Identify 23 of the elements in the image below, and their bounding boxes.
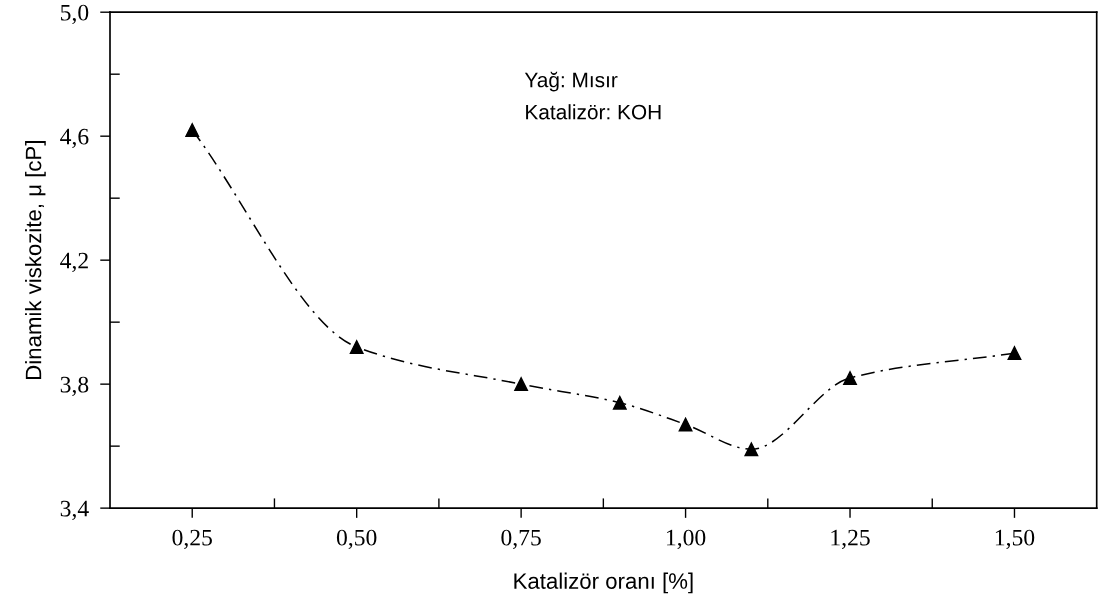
point bbox=[612, 395, 627, 410]
point bbox=[744, 442, 759, 457]
x-tick-label: 1,25 bbox=[831, 529, 870, 549]
point bbox=[1007, 346, 1022, 361]
y-tick-label: 4,2 bbox=[60, 252, 88, 272]
x-tick-label: 0,25 bbox=[172, 529, 212, 549]
y-tick-label: 3,8 bbox=[60, 376, 89, 396]
y-tick-label: 5,0 bbox=[61, 4, 89, 25]
point bbox=[349, 340, 364, 354]
point bbox=[185, 123, 200, 137]
x-tick-label: 0,50 bbox=[336, 529, 377, 549]
point bbox=[678, 417, 693, 432]
x-tick-label: 0,75 bbox=[501, 529, 541, 549]
x-tick-label: 1,00 bbox=[666, 529, 706, 549]
x-axis-title: Katalizör oranı [%] bbox=[514, 572, 693, 594]
y-axis-title: Dinamik viskozite, μ [cP] bbox=[25, 141, 46, 379]
point bbox=[514, 377, 529, 392]
point bbox=[843, 371, 857, 385]
y-tick-label: 4,6 bbox=[60, 128, 89, 148]
annotation: Yağ: Mısır bbox=[524, 71, 618, 92]
annotation: Katalizör: KOH bbox=[526, 104, 661, 120]
y-tick-label: 3,4 bbox=[60, 500, 89, 520]
x-tick-label: 1,50 bbox=[995, 529, 1035, 549]
